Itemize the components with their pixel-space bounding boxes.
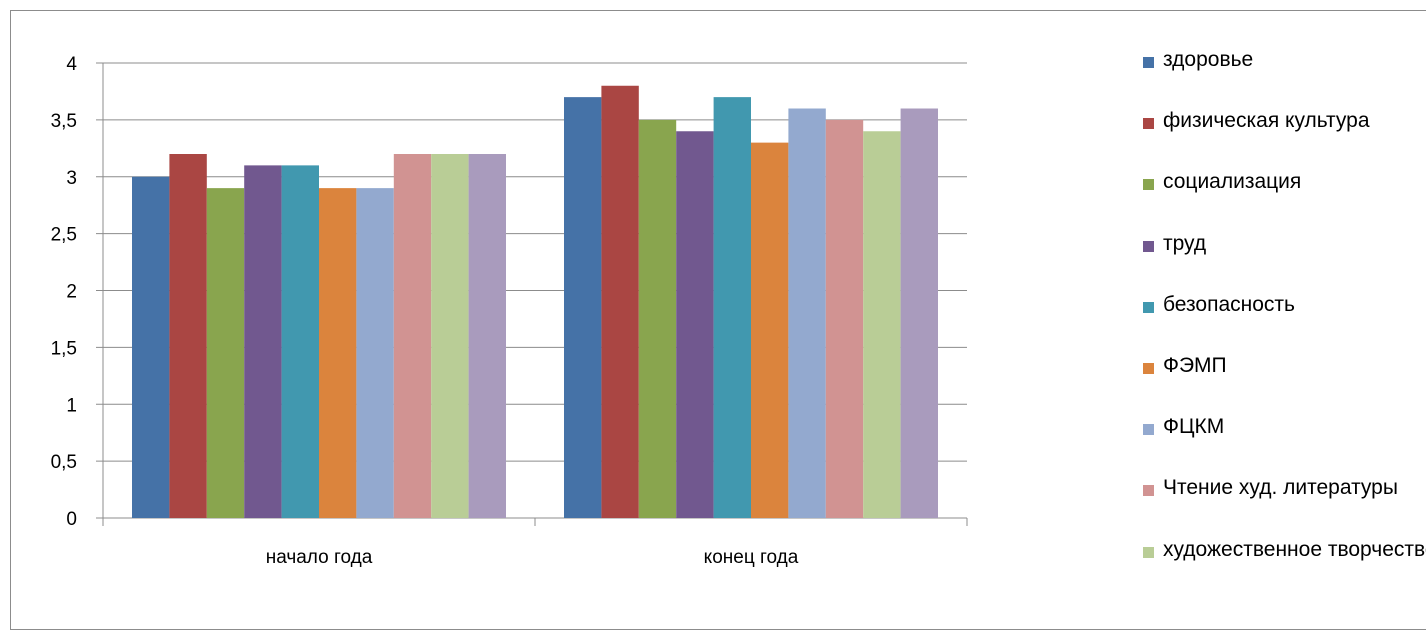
bar xyxy=(132,177,169,518)
legend-swatch xyxy=(1143,179,1154,190)
legend-label: здоровье xyxy=(1163,47,1426,73)
legend-label: труд xyxy=(1163,231,1426,257)
legend-label: Чтение худ. литературы xyxy=(1163,475,1426,501)
bar xyxy=(601,86,638,518)
legend: здоровье физическая культура социализация т… xyxy=(1143,47,1426,598)
legend-swatch xyxy=(1143,57,1154,68)
y-tick-label: 4 xyxy=(66,54,77,75)
y-tick-label: 0 xyxy=(66,509,77,530)
bar xyxy=(431,154,468,518)
bar xyxy=(676,131,713,518)
bar-chart: 0 0,5 1 1,5 2 2,5 3 3,5 4 начало года конец года xyxy=(11,11,1111,621)
y-tick-label: 2 xyxy=(66,282,77,303)
legend-swatch xyxy=(1143,547,1154,558)
bar xyxy=(788,109,825,519)
bar xyxy=(901,109,938,519)
y-tick-label: 1 xyxy=(66,395,77,416)
bar xyxy=(751,143,788,518)
x-category-label: конец года xyxy=(704,547,799,568)
bar xyxy=(826,120,863,518)
legend-swatch xyxy=(1143,241,1154,252)
legend-swatch xyxy=(1143,424,1154,435)
chart-frame: 0 0,5 1 1,5 2 2,5 3 3,5 4 начало года конец года з… xyxy=(10,10,1426,630)
legend-label: безопасность xyxy=(1163,292,1426,318)
x-category-label: начало года xyxy=(266,547,373,568)
legend-swatch xyxy=(1143,363,1154,374)
y-tick-label: 3 xyxy=(66,168,77,189)
legend-item: физическая культура xyxy=(1143,108,1426,169)
legend-item: безопасность xyxy=(1143,292,1426,353)
bar xyxy=(469,154,506,518)
y-tick-label: 2,5 xyxy=(51,225,77,246)
bar xyxy=(863,131,900,518)
legend-item: здоровье xyxy=(1143,47,1426,108)
legend-label: физическая культура xyxy=(1163,108,1426,134)
legend-label: социализация xyxy=(1163,169,1426,195)
bar xyxy=(169,154,206,518)
legend-label: художественное творчество xyxy=(1163,537,1426,563)
legend-swatch xyxy=(1143,118,1154,129)
bar xyxy=(564,97,601,518)
y-tick-label: 3,5 xyxy=(51,111,77,132)
legend-item: художественное творчество xyxy=(1143,537,1426,598)
legend-item: ФЦКМ xyxy=(1143,414,1426,475)
bar xyxy=(714,97,751,518)
y-tick-label: 0,5 xyxy=(51,452,77,473)
bar xyxy=(394,154,431,518)
legend-label: ФЭМП xyxy=(1163,353,1426,379)
bar xyxy=(244,165,281,518)
legend-item: социализация xyxy=(1143,169,1426,230)
legend-item: труд xyxy=(1143,231,1426,292)
bar xyxy=(207,188,244,518)
bar xyxy=(356,188,393,518)
legend-swatch xyxy=(1143,485,1154,496)
legend-item: Чтение худ. литературы xyxy=(1143,475,1426,536)
bar xyxy=(282,165,319,518)
y-tick-label: 1,5 xyxy=(51,338,77,359)
legend-item: ФЭМП xyxy=(1143,353,1426,414)
bar xyxy=(319,188,356,518)
bar xyxy=(639,120,676,518)
legend-label: ФЦКМ xyxy=(1163,414,1426,440)
legend-swatch xyxy=(1143,302,1154,313)
